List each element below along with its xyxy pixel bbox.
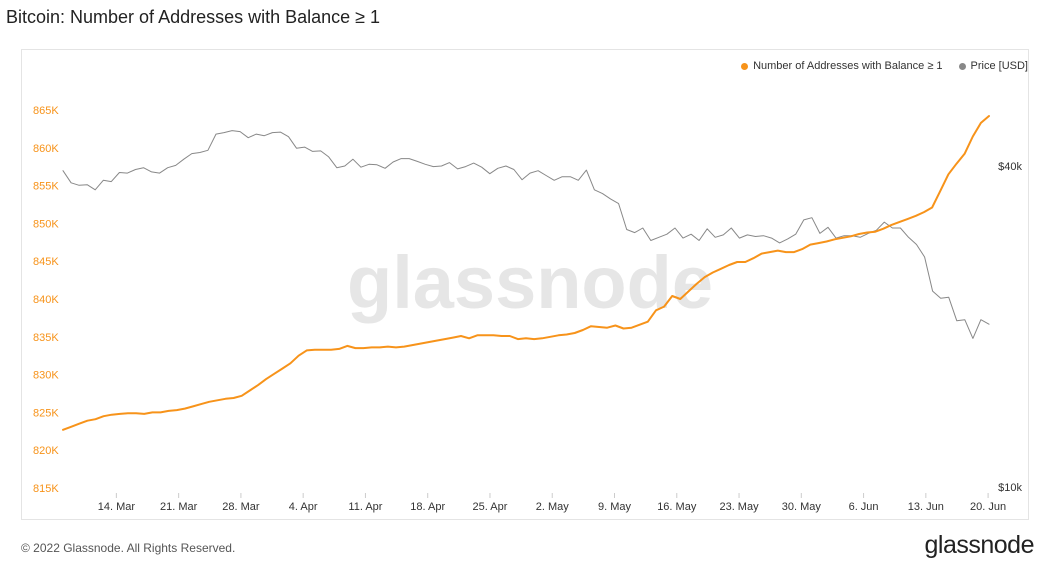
legend-item-addresses[interactable]: Number of Addresses with Balance ≥ 1 <box>741 60 943 72</box>
legend-item-price[interactable]: Price [USD] <box>958 60 1028 72</box>
series-line-price <box>62 130 990 339</box>
y-left-tick-label: 855K <box>33 181 59 193</box>
y-left-tick-label: 850K <box>33 218 59 230</box>
chart-legend: Number of Addresses with Balance ≥ 1 Pri… <box>741 60 1028 72</box>
x-tick-label: 6. Jun <box>849 501 879 513</box>
y-left-tick-label: 845K <box>33 256 59 268</box>
x-tick-label: 25. Apr <box>473 501 508 513</box>
legend-dot-addresses <box>741 62 749 70</box>
copyright-text: © 2022 Glassnode. All Rights Reserved. <box>21 541 236 555</box>
y-left-tick-label: 860K <box>33 143 59 155</box>
x-tick-label: 14. Mar <box>98 501 136 513</box>
y-left-tick-label: 815K <box>33 483 59 495</box>
x-tick-label: 2. May <box>536 501 570 513</box>
x-tick-label: 9. May <box>598 501 632 513</box>
x-tick-label: 28. Mar <box>222 501 260 513</box>
y-left-tick-label: 865K <box>33 105 59 117</box>
legend-dot-price <box>958 62 966 70</box>
y-left-tick-label: 835K <box>33 332 59 344</box>
brand-logo: glassnode <box>924 531 1035 559</box>
y-left-tick-label: 830K <box>33 370 59 382</box>
x-tick-label: 30. May <box>782 501 822 513</box>
x-tick-label: 4. Apr <box>289 501 318 513</box>
series-line-addresses <box>62 115 990 431</box>
y-right-tick-label: $10k <box>998 482 1022 494</box>
x-tick-label: 13. Jun <box>908 501 944 513</box>
y-left-tick-label: 840K <box>33 294 59 306</box>
x-tick-label: 18. Apr <box>410 501 445 513</box>
y-right-tick-label: $40k <box>998 161 1022 173</box>
x-tick-label: 11. Apr <box>348 501 382 513</box>
x-tick-label: 23. May <box>719 501 759 513</box>
watermark-text: glassnode <box>347 241 713 324</box>
x-tick-label: 16. May <box>657 501 697 513</box>
x-tick-label: 20. Jun <box>970 501 1006 513</box>
y-left-tick-label: 825K <box>33 407 59 419</box>
x-tick-label: 21. Mar <box>160 501 198 513</box>
y-left-tick-label: 820K <box>33 445 59 457</box>
chart-panel <box>21 49 1029 520</box>
legend-label-addresses: Number of Addresses with Balance ≥ 1 <box>753 60 943 72</box>
legend-label-price: Price [USD] <box>970 60 1028 72</box>
page-title: Bitcoin: Number of Addresses with Balanc… <box>6 7 381 27</box>
